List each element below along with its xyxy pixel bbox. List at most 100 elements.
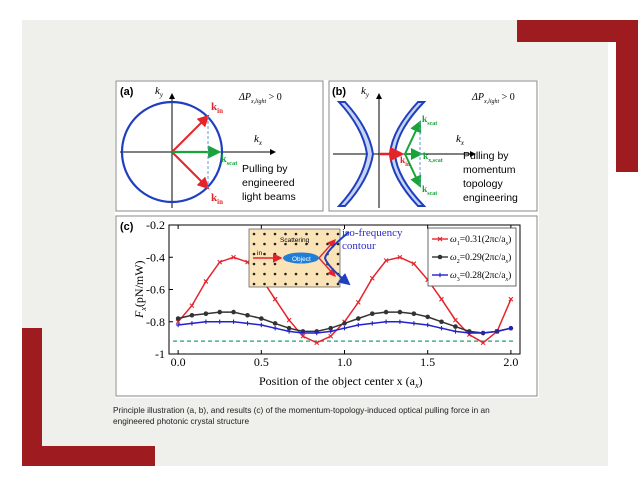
lattice-dot <box>273 252 277 256</box>
lattice-dot <box>305 282 308 286</box>
x-tick-label: 1.0 <box>337 355 352 369</box>
data-point <box>383 309 389 315</box>
panel-a-kin-label-bottom: kin <box>211 192 223 206</box>
legend: ω1=0.31(2πc/ax) ω2=0.29(2πc/ax) ω3=0.28(2π… <box>427 227 517 287</box>
panel-b-kxscat-label: kx,scat <box>423 152 443 164</box>
y-tick-label: -0.8 <box>146 315 165 329</box>
panel-a-iso-circle <box>120 100 224 204</box>
x-axis-label: Position of the object center x (ax) <box>259 374 423 390</box>
data-point <box>175 322 181 328</box>
panel-b-contour-right <box>388 101 427 207</box>
lattice-dot <box>294 272 298 276</box>
data-point <box>369 275 375 281</box>
panel-a-desc-2: engineered <box>242 177 295 189</box>
panel-b-kscat-arrow-down <box>404 153 422 188</box>
accent-bar-top-right-horizontal <box>517 20 638 42</box>
legend-label: ω1=0.31(2πc/ax) <box>450 234 511 247</box>
data-point <box>189 303 195 309</box>
panel-b-kscat-label-top: kscat <box>422 115 437 127</box>
data-point <box>480 340 486 346</box>
lattice-dot <box>294 242 298 246</box>
data-point <box>203 319 209 324</box>
data-point <box>397 254 403 260</box>
lattice-dot <box>284 242 287 246</box>
accent-bar-top-right-vertical <box>616 20 638 172</box>
lattice-dot <box>305 272 308 276</box>
data-point <box>286 317 292 323</box>
data-point <box>425 322 430 328</box>
iso-label-1: iso-frequency <box>342 227 403 239</box>
lattice-dot <box>263 242 266 246</box>
x-tick-label: 0.0 <box>171 355 186 369</box>
lattice-dot <box>273 262 277 266</box>
panel-b-label: (b) <box>332 86 346 98</box>
data-point <box>439 326 444 331</box>
lattice-dot <box>252 232 256 236</box>
data-point <box>189 321 195 326</box>
panel-c: (c) 0.0 0.5 1.0 1.5 2.0 -0.2 -0.4 -0.6 -0.8 -1 Fx… <box>115 215 538 397</box>
panel-a-desc-3: light beams <box>242 191 296 203</box>
data-point <box>439 296 444 302</box>
lattice-dot <box>284 282 287 286</box>
data-point <box>189 313 195 318</box>
accent-bar-bottom-left-horizontal <box>22 446 155 466</box>
lattice-dot <box>252 282 256 286</box>
data-point <box>437 254 443 260</box>
lattice-dot <box>263 272 266 276</box>
data-point <box>231 254 236 260</box>
panel-b-ky-label: ky <box>361 85 370 99</box>
data-point <box>217 319 222 324</box>
data-point <box>328 325 333 331</box>
data-point <box>328 329 333 334</box>
panel-a-kscat-label: kscat <box>221 154 238 167</box>
lattice-dot <box>273 232 277 236</box>
data-point <box>203 279 209 284</box>
data-point <box>300 333 306 339</box>
inset-object-label: Object <box>292 256 311 263</box>
legend-label: ω2=0.29(2πc/ax) <box>450 252 511 265</box>
panel-b-desc-4: engineering <box>463 192 518 204</box>
series-3 <box>175 319 514 336</box>
lattice-dot <box>252 262 256 266</box>
legend-entry-1: ω1=0.31(2πc/ax) <box>432 234 511 247</box>
inset-photonic-crystal: Object in Scattering <box>248 228 351 288</box>
data-point <box>383 258 389 263</box>
lattice-dot <box>273 282 277 286</box>
y-axis-label: Fx(pN/mW) <box>132 260 148 319</box>
lattice-dot <box>263 252 266 256</box>
lattice-dot <box>252 242 256 246</box>
data-point <box>231 319 236 324</box>
lattice-dot <box>252 252 256 256</box>
data-point <box>217 309 223 315</box>
lattice-dot <box>294 232 298 236</box>
lattice-dot <box>326 232 329 236</box>
panel-a-kin-arrow-up <box>171 114 210 153</box>
inset-in-label: in <box>257 250 262 257</box>
data-point <box>425 314 430 320</box>
figure: (a) ky kx kin kin kscat ΔPx,light > 0 Pu… <box>115 80 539 398</box>
panel-b-frame <box>328 80 538 212</box>
inset-scattering-label: Scattering <box>280 237 310 244</box>
x-tick-label: 1.5 <box>420 355 435 369</box>
lattice-dot <box>273 242 277 246</box>
lattice-dot <box>273 272 277 276</box>
panel-b-contour-left <box>336 101 375 207</box>
lattice-dot <box>336 232 340 236</box>
data-point <box>508 296 514 302</box>
data-point <box>259 322 264 328</box>
legend-entry-3: ω3=0.28(2πc/ax) <box>432 270 511 283</box>
legend-label: ω3=0.28(2πc/ax) <box>450 270 511 283</box>
data-point <box>494 329 500 334</box>
lattice-dot <box>284 232 287 236</box>
data-point <box>369 311 375 316</box>
data-point <box>286 325 292 331</box>
lattice-dot <box>315 242 319 246</box>
data-point <box>175 319 181 325</box>
data-point <box>272 321 278 326</box>
lattice-dot <box>336 262 340 266</box>
x-tick-label: 0.5 <box>254 355 269 369</box>
panel-a-kin-arrow-down <box>171 151 210 190</box>
data-point <box>175 316 181 321</box>
data-point <box>439 319 444 325</box>
panel-b-desc-2: momentum <box>463 164 516 176</box>
